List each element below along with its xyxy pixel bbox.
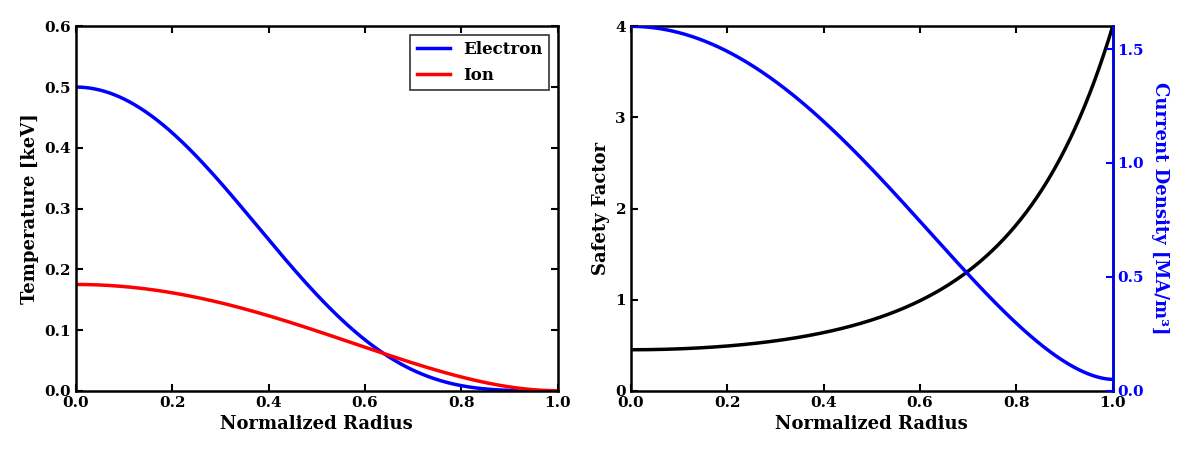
Electron [300,282,314,287]
Ion [464,376,478,382]
Ion [356,344,370,349]
Electron [551,388,565,394]
Ion [551,388,565,394]
Line: Ion: Ion [76,285,558,391]
Ion [330,335,344,340]
Y-axis label: Temperature [keV]: Temperature [keV] [21,113,39,304]
Line: Electron: Electron [76,87,558,391]
Ion [69,282,83,287]
Electron [356,335,370,340]
Electron [298,279,312,284]
Y-axis label: Safety Factor: Safety Factor [591,142,609,275]
Electron [539,388,553,394]
X-axis label: Normalized Radius: Normalized Radius [776,415,969,433]
Electron [69,84,83,90]
Electron [330,312,344,317]
Legend: Electron, Ion: Electron, Ion [411,35,550,90]
Ion [298,324,312,330]
Y-axis label: Current Density [MA/m³]: Current Density [MA/m³] [1151,82,1169,335]
Ion [300,325,314,331]
Electron [464,385,478,390]
X-axis label: Normalized Radius: Normalized Radius [220,415,413,433]
Ion [539,388,553,393]
